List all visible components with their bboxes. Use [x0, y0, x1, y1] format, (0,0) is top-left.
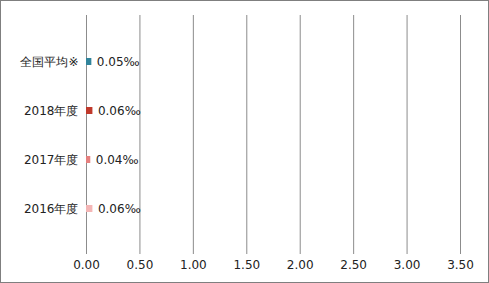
svg-text:2.50: 2.50 [340, 258, 367, 272]
svg-text:1.50: 1.50 [233, 258, 260, 272]
svg-text:0.06‰: 0.06‰ [98, 104, 141, 118]
svg-text:3.00: 3.00 [394, 258, 421, 272]
svg-text:2.00: 2.00 [287, 258, 314, 272]
svg-text:0.00: 0.00 [73, 258, 100, 272]
svg-text:0.05‰: 0.05‰ [97, 55, 140, 69]
svg-text:0.50: 0.50 [127, 258, 154, 272]
svg-text:全国平均※: 全国平均※ [20, 55, 78, 69]
svg-text:2016年度: 2016年度 [24, 202, 79, 216]
svg-text:1.00: 1.00 [180, 258, 207, 272]
svg-text:3.50: 3.50 [447, 258, 474, 272]
svg-text:0.06‰: 0.06‰ [98, 202, 141, 216]
svg-text:2018年度: 2018年度 [24, 104, 79, 118]
svg-text:0.04‰: 0.04‰ [96, 153, 139, 167]
svg-text:2017年度: 2017年度 [24, 153, 79, 167]
